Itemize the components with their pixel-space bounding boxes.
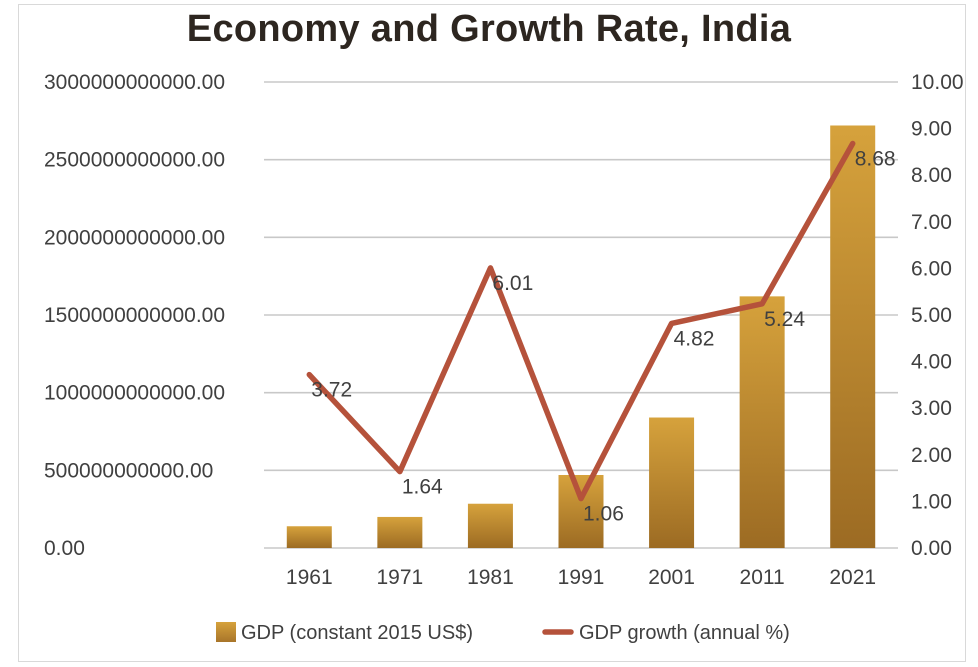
right-tick-label: 2.00 — [911, 444, 952, 467]
left-tick-label: 2500000000000.00 — [44, 149, 225, 172]
legend-swatch-gdp — [216, 622, 236, 642]
gdp-bar — [739, 296, 785, 548]
growth-data-label: 1.06 — [583, 503, 624, 526]
growth-line — [306, 140, 856, 502]
gdp-bars — [286, 125, 876, 548]
right-tick-label: 8.00 — [911, 164, 952, 187]
gdp-bar — [286, 526, 332, 548]
legend-label-growth: GDP growth (annual %) — [579, 622, 790, 644]
legend-label-gdp: GDP (constant 2015 US$) — [241, 622, 473, 644]
x-axis: 1961 1971 1981 1991 2001 2011 2021 — [286, 566, 876, 589]
chart-title: Economy and Growth Rate, India — [186, 8, 792, 50]
gridlines — [264, 81, 898, 549]
growth-series-line — [306, 140, 856, 502]
right-tick-label: 5.00 — [911, 304, 952, 327]
growth-data-labels: 3.72 1.64 6.01 1.06 4.82 5.24 8.68 — [311, 148, 895, 526]
x-tick-label: 2011 — [740, 566, 785, 589]
x-tick-label: 2001 — [648, 566, 695, 589]
x-tick-label: 1971 — [376, 566, 423, 589]
gdp-bar — [558, 474, 604, 548]
growth-data-label: 8.68 — [855, 148, 896, 171]
left-tick-label: 1000000000000.00 — [44, 382, 225, 405]
x-tick-label: 1991 — [558, 566, 605, 589]
right-tick-label: 9.00 — [911, 118, 952, 141]
x-tick-label: 2021 — [829, 566, 876, 589]
left-tick-label: 3000000000000.00 — [44, 71, 225, 94]
gdp-bar — [377, 516, 423, 548]
left-tick-label: 0.00 — [44, 537, 85, 560]
legend: GDP (constant 2015 US$) GDP growth (annua… — [216, 622, 790, 644]
right-tick-label: 7.00 — [911, 211, 952, 234]
right-tick-label: 10.00 — [911, 71, 964, 94]
left-tick-label: 500000000000.00 — [44, 459, 213, 482]
gdp-bar — [467, 503, 513, 548]
gdp-bar — [649, 417, 695, 548]
right-axis: 0.00 1.00 2.00 3.00 4.00 5.00 6.00 7.00 8.00 9.00… — [911, 71, 964, 560]
gdp-bar — [830, 125, 876, 548]
x-tick-label: 1981 — [467, 566, 514, 589]
left-axis: 0.00 500000000000.00 1000000000000.00 15000… — [44, 71, 225, 560]
right-tick-label: 0.00 — [911, 537, 952, 560]
left-tick-label: 1500000000000.00 — [44, 304, 225, 327]
left-tick-label: 2000000000000.00 — [44, 226, 225, 249]
growth-data-label: 1.64 — [402, 476, 443, 499]
right-tick-label: 1.00 — [911, 490, 952, 513]
right-tick-label: 3.00 — [911, 397, 952, 420]
growth-data-label: 6.01 — [492, 272, 533, 295]
right-tick-label: 6.00 — [911, 257, 952, 280]
growth-data-label: 4.82 — [674, 327, 715, 350]
right-tick-label: 4.00 — [911, 351, 952, 374]
x-tick-label: 1961 — [286, 566, 333, 589]
chart-frame — [18, 4, 966, 662]
growth-data-label: 3.72 — [311, 379, 352, 402]
growth-data-label: 5.24 — [764, 308, 805, 331]
